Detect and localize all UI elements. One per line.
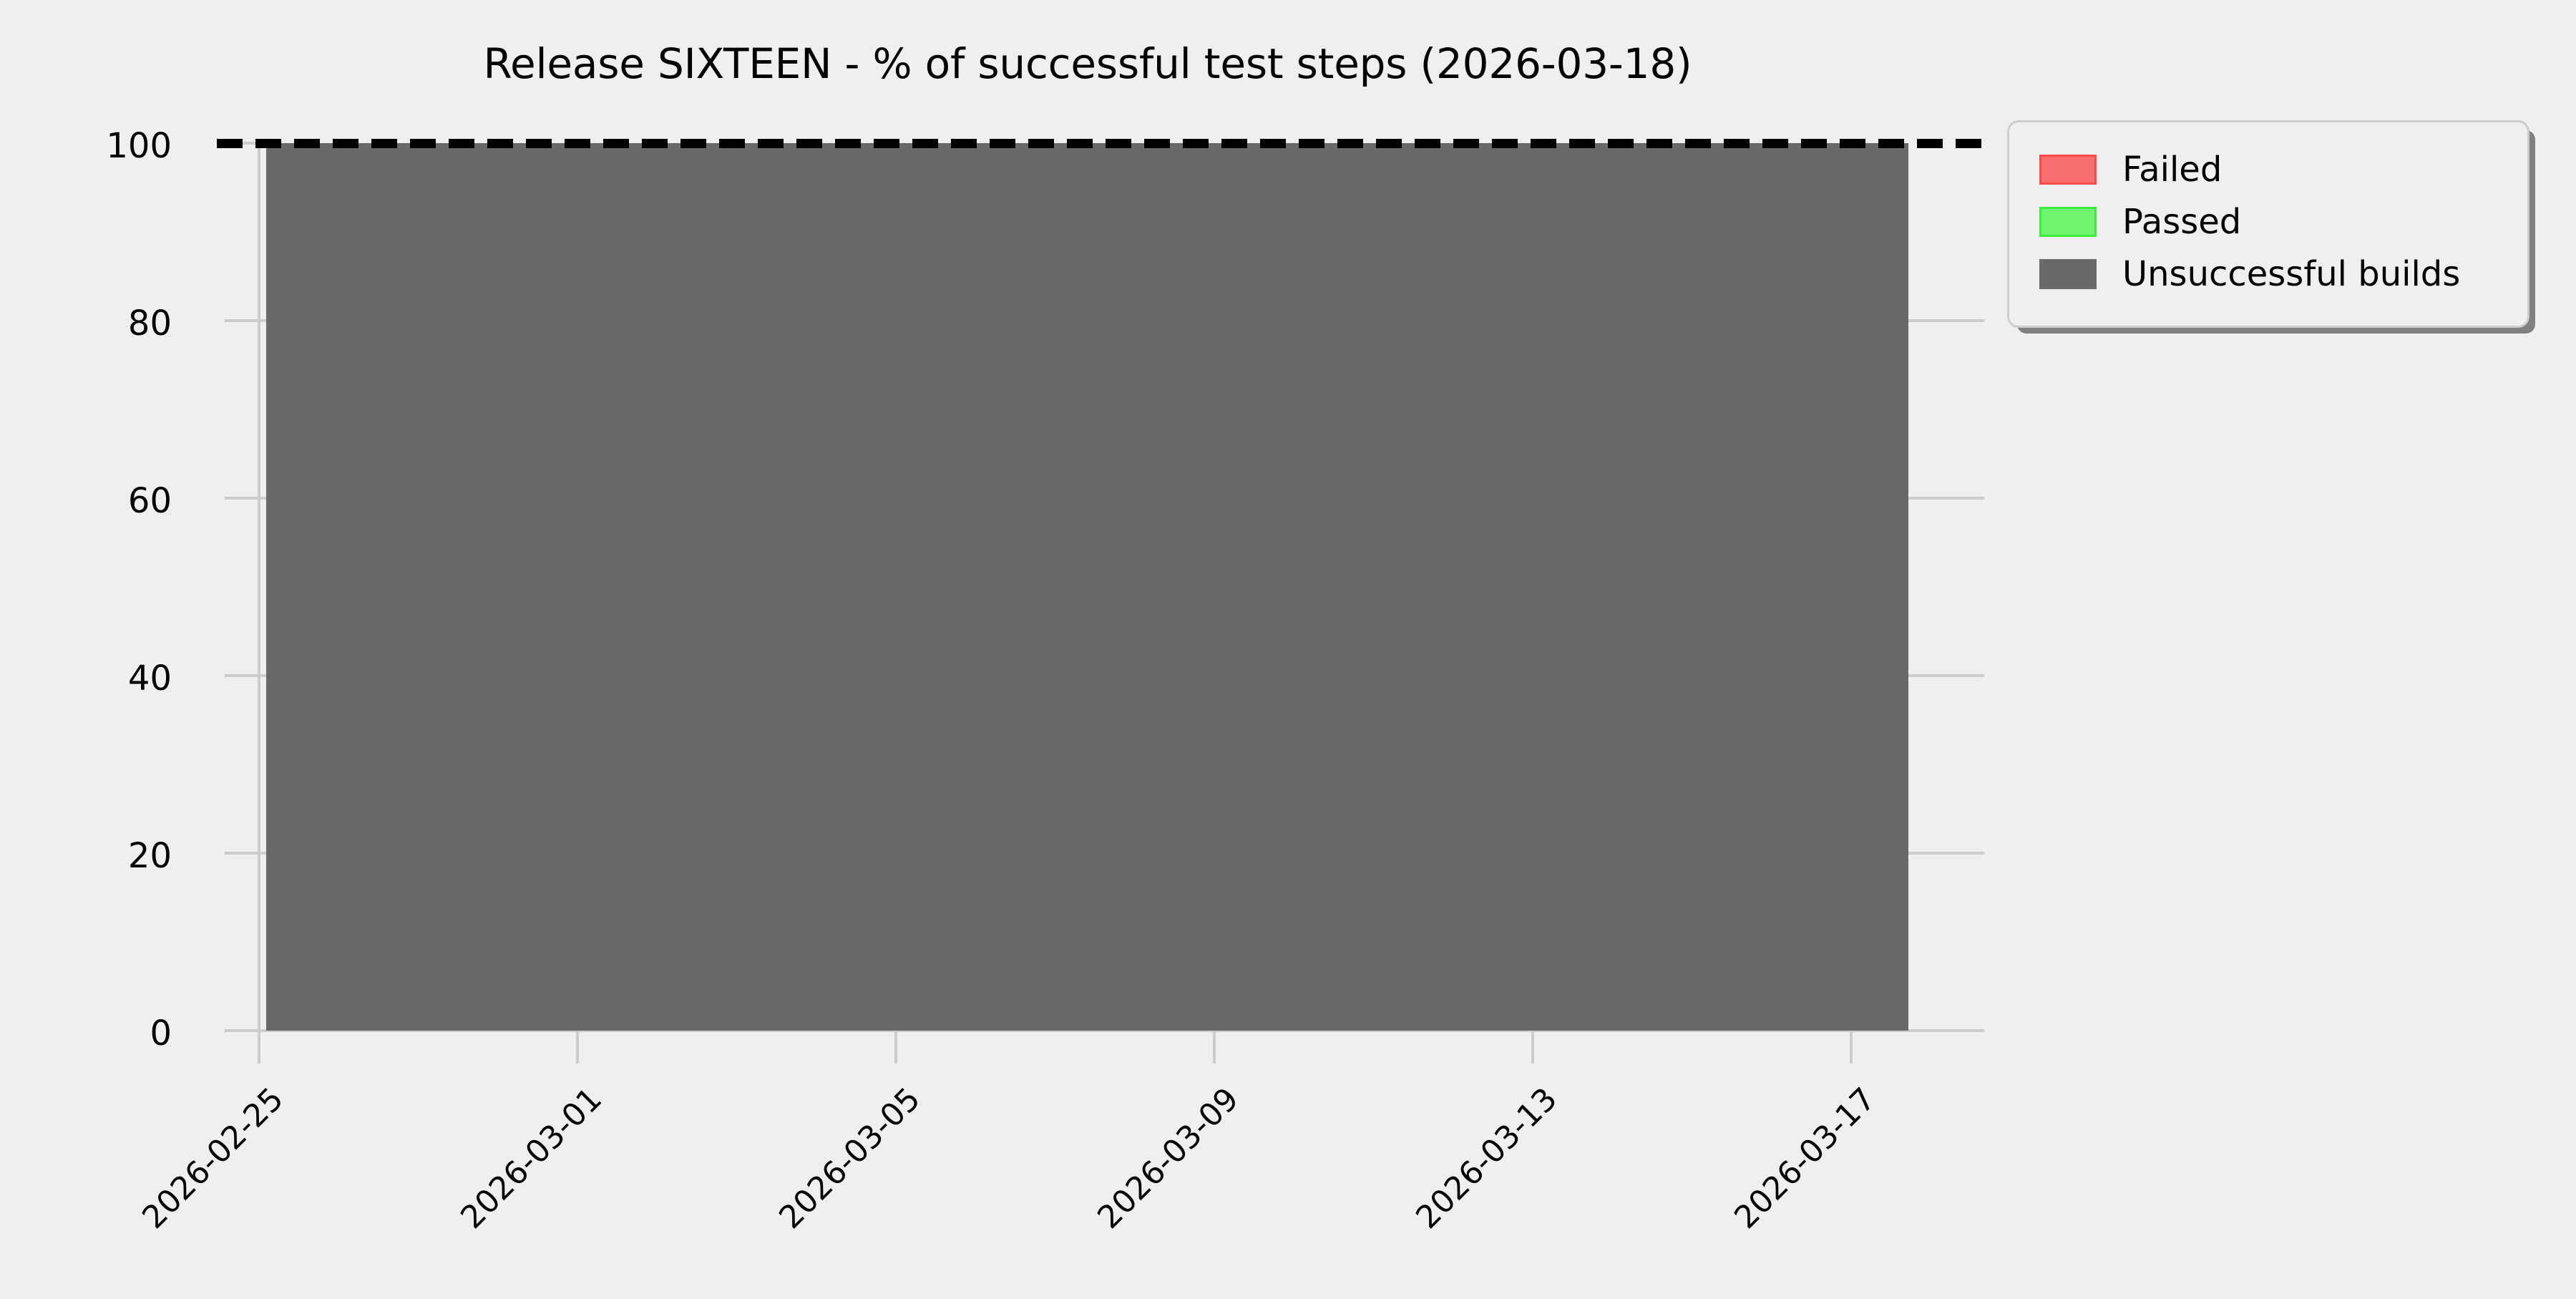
y-tick-mark bbox=[225, 319, 258, 322]
failed-swatch bbox=[2039, 155, 2097, 185]
y-axis-tick-label: 20 bbox=[127, 836, 172, 876]
passed-swatch bbox=[2039, 207, 2097, 237]
plot-area bbox=[225, 142, 1984, 1064]
x-axis-tick-label: 2026-03-17 bbox=[1727, 1081, 1883, 1236]
x-tick-mark bbox=[1850, 1031, 1853, 1064]
gridline-y-0 bbox=[258, 1029, 1984, 1032]
x-tick-mark bbox=[258, 1031, 260, 1064]
x-axis-tick-label: 2026-03-01 bbox=[454, 1081, 610, 1236]
y-axis-tick-label: 0 bbox=[150, 1013, 172, 1054]
page-title: Release SIXTEEN - % of successful test s… bbox=[483, 39, 1692, 88]
y-axis-tick-label: 40 bbox=[127, 658, 172, 699]
x-axis-tick-label: 2026-03-09 bbox=[1091, 1081, 1246, 1236]
x-axis-tick-label: 2026-03-13 bbox=[1409, 1081, 1565, 1236]
y-tick-mark bbox=[225, 497, 258, 500]
legend: Failed Passed Unsuccessful builds bbox=[2007, 120, 2529, 328]
y-axis-tick-label: 60 bbox=[127, 481, 172, 521]
gridline-x-0 bbox=[258, 143, 260, 1031]
legend-item-passed[interactable]: Passed bbox=[2009, 199, 2527, 245]
y-tick-mark bbox=[225, 852, 258, 855]
legend-item-label: Failed bbox=[2122, 150, 2223, 190]
unsuccessful-swatch bbox=[2039, 259, 2097, 289]
y-tick-mark bbox=[225, 674, 258, 677]
legend-item-failed[interactable]: Failed bbox=[2009, 147, 2527, 193]
x-tick-mark bbox=[1531, 1031, 1534, 1064]
x-axis-tick-label: 2026-02-25 bbox=[135, 1081, 291, 1236]
y-axis-tick-label: 80 bbox=[127, 303, 172, 344]
x-tick-mark bbox=[894, 1031, 897, 1064]
area-series-unsuccessful-builds bbox=[266, 143, 1908, 1031]
legend-item-unsuccessful-builds[interactable]: Unsuccessful builds bbox=[2009, 251, 2527, 297]
y-axis-tick-label: 100 bbox=[106, 126, 172, 166]
y-tick-mark bbox=[225, 1029, 258, 1032]
legend-item-label: Passed bbox=[2122, 202, 2242, 242]
x-tick-mark bbox=[1213, 1031, 1216, 1064]
x-axis-tick-label: 2026-03-05 bbox=[772, 1081, 928, 1236]
target-line-100-percent bbox=[217, 139, 1984, 148]
legend-item-label: Unsuccessful builds bbox=[2122, 254, 2461, 294]
x-tick-mark bbox=[576, 1031, 579, 1064]
